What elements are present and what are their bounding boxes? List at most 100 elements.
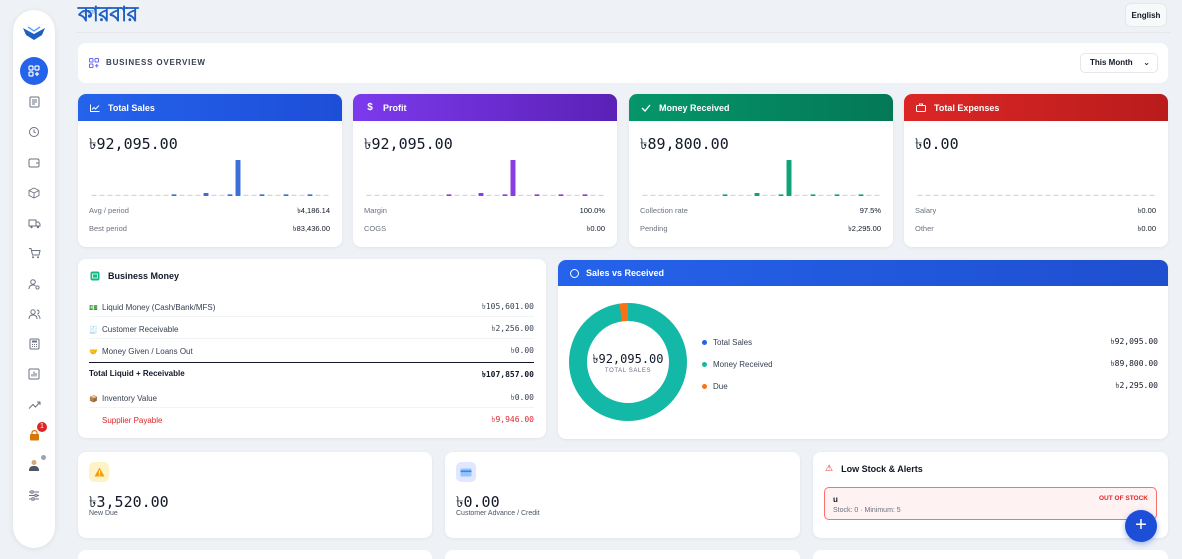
sparkline-baseline [542,194,548,196]
sparkline-baseline [115,194,121,196]
line-value: ৳9,946.00 [491,415,534,424]
language-button[interactable]: English [1125,3,1167,27]
sidebar-item-settings[interactable] [27,488,41,502]
sidebar-item-wallet[interactable] [27,155,41,169]
card-title: Business Money [108,271,180,281]
row-value: ৳0.00 [586,224,605,233]
sparkline-baseline [1149,194,1155,196]
sparkline-bar [307,194,313,196]
business-money-title: Business Money [90,271,179,281]
sparkline-baseline [462,194,468,196]
sidebar-item-notifications[interactable]: 1 [27,422,47,442]
money-line: Supplier Payable ৳9,946.00 [89,414,534,427]
alert-detail: Stock: 0 · Minimum: 5 [833,507,901,514]
customer-advance-card[interactable]: ৳0.00 Customer Advance / Credit [445,452,800,538]
row-label: Best period [89,224,127,233]
row-value: ৳4,186.14 [297,206,330,215]
sparkline-bar [722,194,728,196]
sparkline-chart [91,160,329,196]
row-label: Collection rate [640,206,688,215]
sparkline-chart [917,194,1155,196]
sparkline-baseline [422,194,428,196]
alert-product-name: u [833,495,838,504]
brand-logo[interactable]: আমার কারবার [78,3,138,27]
profit-card[interactable]: $ Profit ৳92,095.00 Margin 100.0% COGS ৳0.… [353,94,617,247]
line-value: ৳0.00 [510,393,534,402]
wallet-icon [28,158,40,167]
sparkline-baseline [406,194,412,196]
line-label: Customer Receivable [102,325,179,334]
sparkline-baseline [794,194,800,196]
sidebar-item-profile[interactable] [27,455,46,472]
alert-item[interactable]: u Stock: 0 · Minimum: 5 OUT OF STOCK [824,487,1157,520]
sparkline-baseline [874,194,880,196]
sparkline-baseline [155,194,161,196]
card-amount: ৳92,095.00 [89,135,178,153]
sparkline-baseline [526,194,532,196]
history-icon [29,127,39,137]
sparkline-baseline [323,194,329,196]
add-button[interactable]: + [1125,510,1157,542]
legend-dot [702,384,707,389]
money-received-card[interactable]: Money Received ৳89,800.00 Collection rat… [629,94,893,247]
sparkline-baseline [430,194,436,196]
sparkline-baseline [147,194,153,196]
sparkline-baseline [438,194,444,196]
sparkline-baseline [187,194,193,196]
card-amount: ৳0.00 [915,135,959,153]
card-label: Customer Advance / Credit [456,510,540,517]
sparkline-baseline [1061,194,1067,196]
calculator-icon [29,338,39,350]
row-value: ৳0.00 [1137,224,1156,233]
sidebar-item-history[interactable] [27,125,41,139]
sparkline-baseline [933,194,939,196]
sparkline-baseline [219,194,225,196]
new-due-card[interactable]: ৳3,520.00 New Due [78,452,432,538]
sparkline-baseline [1125,194,1131,196]
sidebar-item-products[interactable] [27,186,41,200]
legend-label: Due [713,382,728,391]
sidebar-item-calculator[interactable] [27,337,41,351]
sparkline-chart [366,160,604,196]
legend-value: ৳89,800.00 [1110,359,1158,368]
row-label: Salary [915,206,937,215]
sparkline-bar [259,194,265,196]
sparkline-baseline [730,194,736,196]
total-divider [89,362,534,363]
donut-center-label: TOTAL SALES [604,368,652,374]
card-title: Profit [383,102,407,113]
card-header: Money Received [629,94,893,121]
sparkline-bar [171,194,177,196]
sparkline-baseline [107,194,113,196]
sparkline-baseline [414,194,420,196]
logo-icon[interactable] [22,24,46,44]
card-header: Sales vs Received [558,260,1168,286]
total-expenses-card[interactable]: Total Expenses ৳0.00 Salary ৳0.00 Other ৳0… [904,94,1168,247]
warning-icon [89,462,109,482]
sidebar-item-customers[interactable] [27,307,41,321]
sparkline-baseline [706,194,712,196]
sparkline-baseline [131,194,137,196]
sidebar-item-reports[interactable] [27,367,41,381]
total-sales-card[interactable]: Total Sales ৳92,095.00 Avg / period ৳4,18… [78,94,342,247]
card-amount: ৳89,800.00 [640,135,729,153]
sparkline-baseline [850,194,856,196]
row-value: 97.5% [859,206,881,215]
card-amount: ৳0.00 [456,493,500,511]
sidebar-item-delivery[interactable] [27,216,41,230]
sparkline-chart [642,160,880,196]
sidebar-item-dashboard[interactable] [20,57,48,85]
row-label: Avg / period [89,206,129,215]
overview-title: BUSINESS OVERVIEW [106,58,206,67]
sidebar-item-cart[interactable] [27,246,41,260]
legend-item: Total Sales ৳92,095.00 [702,336,1158,349]
sparkline-baseline [99,194,105,196]
row-label: COGS [364,224,387,233]
sidebar-item-trends[interactable] [27,398,41,412]
sidebar-item-invoice[interactable] [27,95,41,109]
sparkline-baseline [211,194,217,196]
legend-dot [702,362,707,367]
sparkline-bar [558,194,564,196]
sidebar-item-user-settings[interactable] [27,277,41,291]
period-select[interactable]: This Month ⌄ [1080,53,1158,73]
